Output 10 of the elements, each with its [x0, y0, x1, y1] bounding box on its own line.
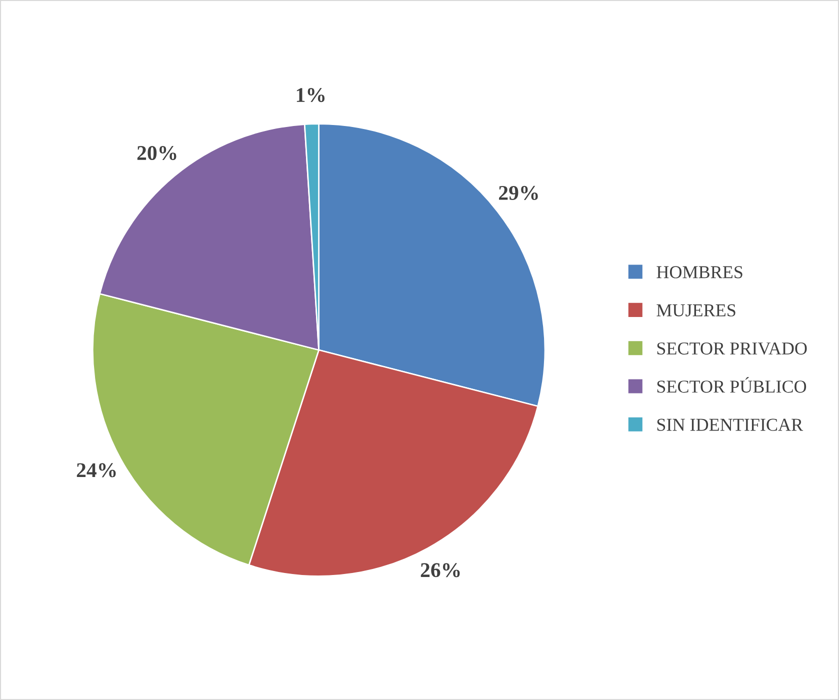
data-label: 29% — [499, 186, 538, 200]
legend-label: SECTOR PÚBLICO — [657, 377, 806, 393]
legend-label: SECTOR PRIVADO — [657, 342, 807, 355]
data-label: 26% — [420, 563, 460, 578]
data-label: 20% — [137, 146, 176, 160]
legend-label: MUJERES — [656, 304, 736, 316]
legend-label: HOMBRES — [656, 266, 742, 278]
data-label: 1% — [296, 88, 325, 102]
data-label: 24% — [76, 463, 116, 478]
legend-label: SIN IDENTIFICAR — [657, 418, 804, 431]
